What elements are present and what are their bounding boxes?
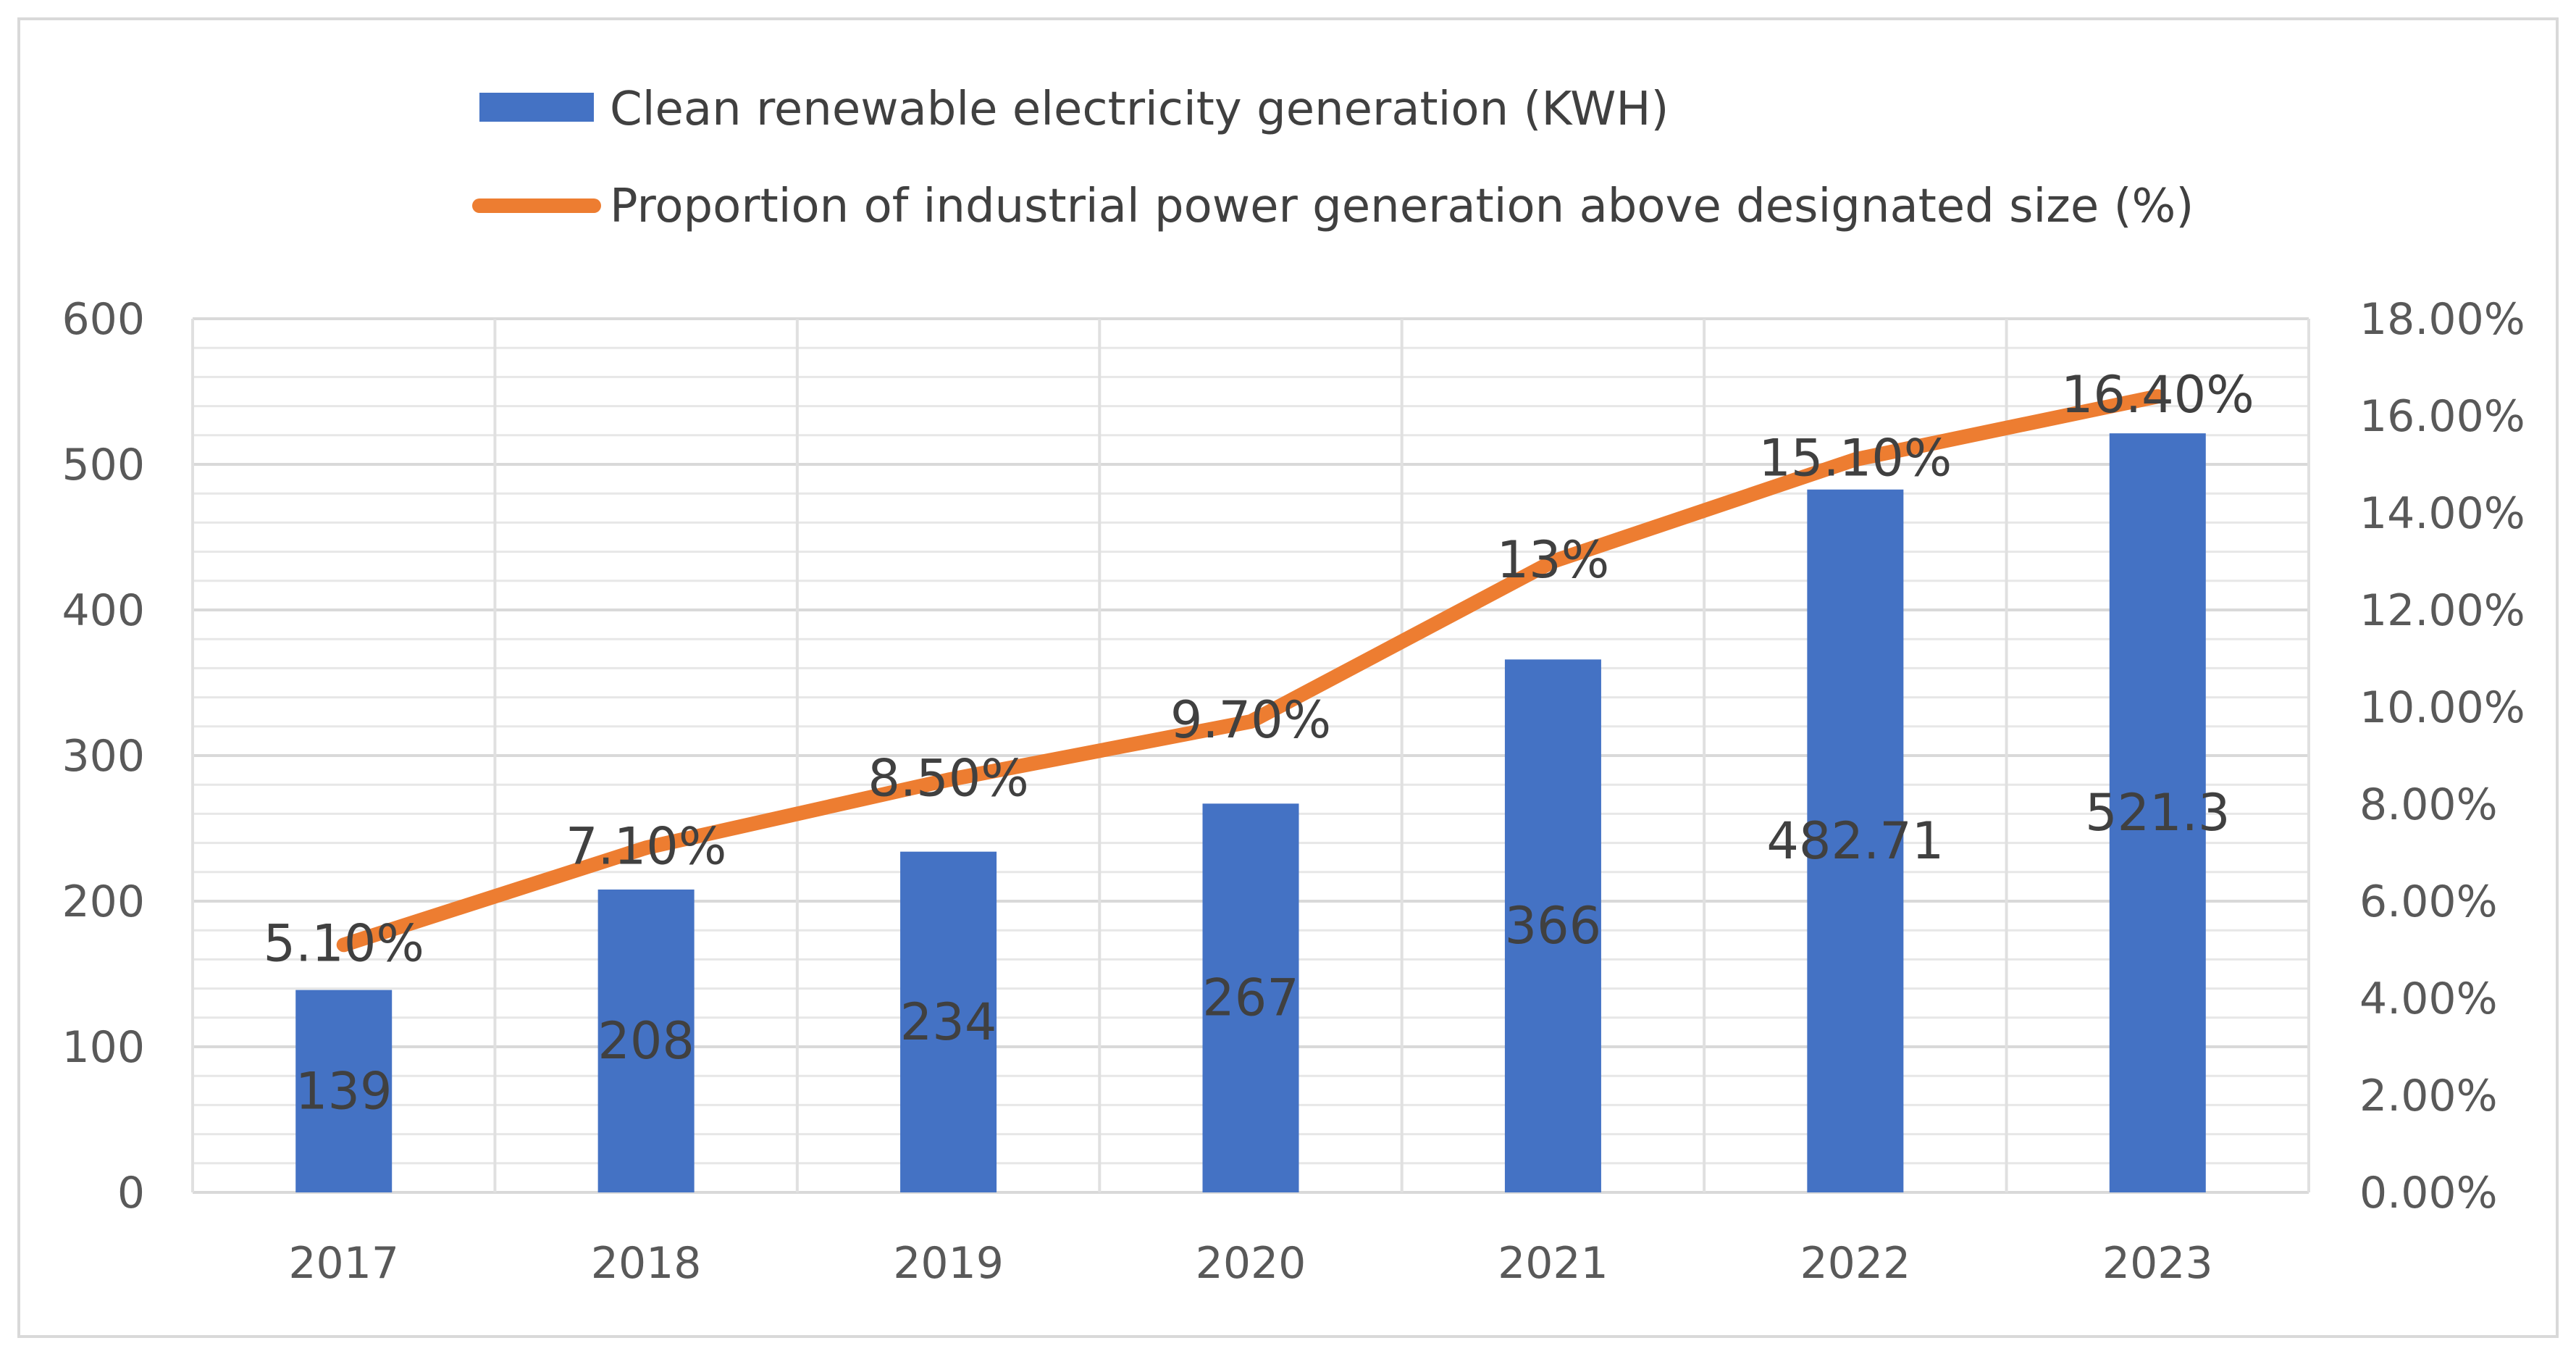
line-value-label: 13%	[1497, 530, 1610, 590]
left-axis-tick: 600	[62, 294, 145, 345]
line-value-label: 5.10%	[264, 913, 424, 973]
right-axis-tick: 14.00%	[2359, 488, 2525, 539]
x-axis-tick: 2017	[288, 1238, 399, 1289]
line-value-label: 15.10%	[1758, 428, 1952, 488]
right-axis-tick: 12.00%	[2359, 585, 2525, 636]
x-axis-tick: 2020	[1196, 1238, 1306, 1289]
bar-value-label: 234	[900, 992, 997, 1052]
right-axis-tick: 0.00%	[2359, 1168, 2498, 1218]
right-axis-tick: 8.00%	[2359, 779, 2498, 830]
left-axis-tick: 500	[62, 440, 145, 490]
bar-value-label: 267	[1202, 969, 1299, 1028]
combo-chart: 139 208 234 267 366 482.71 521.3 5.10% 7.10% 8.50…	[0, 0, 2576, 1355]
bar-value-label: 139	[295, 1061, 393, 1121]
left-axis-tick: 300	[62, 731, 145, 782]
right-axis-tick: 18.00%	[2359, 294, 2525, 345]
line-value-label: 8.50%	[868, 749, 1028, 808]
right-axis-tick: 2.00%	[2359, 1071, 2498, 1121]
bar-value-label: 208	[597, 1011, 695, 1071]
line-value-label: 16.40%	[2061, 365, 2254, 425]
right-axis-tick: 16.00%	[2359, 391, 2525, 442]
x-axis-tick: 2019	[893, 1238, 1004, 1289]
bar-value-label: 366	[1505, 896, 1602, 956]
left-axis-tick: 0	[117, 1168, 145, 1218]
line-value-label: 9.70%	[1170, 690, 1331, 750]
legend-line-label: Proportion of industrial power generatio…	[610, 180, 2194, 233]
right-axis-tick: 10.00%	[2359, 682, 2525, 733]
legend-bar-label: Clean renewable electricity generation (…	[610, 83, 1669, 136]
x-axis-tick: 2023	[2102, 1238, 2213, 1289]
line-value-label: 7.10%	[566, 816, 726, 876]
legend-bar-swatch	[479, 93, 594, 122]
x-axis-tick: 2022	[1800, 1238, 1911, 1289]
right-axis-tick: 4.00%	[2359, 974, 2498, 1024]
left-axis-tick: 100	[62, 1022, 145, 1073]
bar-value-label: 482.71	[1766, 811, 1944, 871]
right-axis-tick: 6.00%	[2359, 877, 2498, 927]
left-axis-tick: 400	[62, 585, 145, 636]
x-axis-tick: 2018	[591, 1238, 702, 1289]
x-axis-tick: 2021	[1498, 1238, 1608, 1289]
left-axis-tick: 200	[62, 877, 145, 927]
chart-container: 139 208 234 267 366 482.71 521.3 5.10% 7.10% 8.50…	[0, 0, 2576, 1355]
bar-value-label: 521.3	[2085, 783, 2230, 842]
